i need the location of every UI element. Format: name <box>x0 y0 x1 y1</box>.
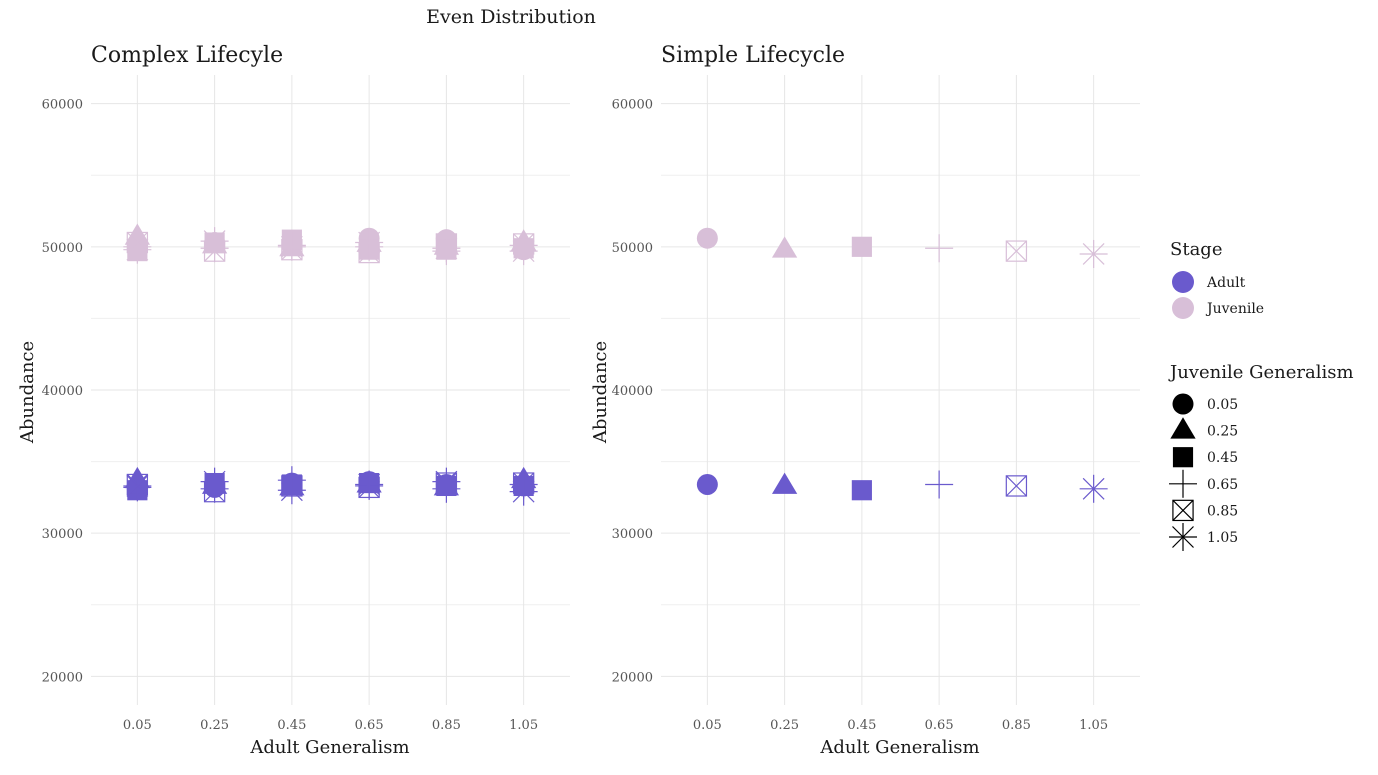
panel-title: Simple Lifecycle <box>661 43 845 68</box>
x-tick-label: 0.85 <box>1002 718 1031 733</box>
data-points <box>123 223 538 506</box>
legend-title: Stage <box>1170 239 1222 260</box>
x-tick-label: 0.25 <box>770 718 799 733</box>
x-tick-label: 0.85 <box>432 718 461 733</box>
x-tick-labels: 0.05 0.25 0.45 0.65 0.85 1.05 <box>123 718 538 733</box>
gridlines <box>661 75 1140 705</box>
x-tick-labels: 0.05 0.25 0.45 0.65 0.85 1.05 <box>693 718 1108 733</box>
x-tick-label: 1.05 <box>509 718 538 733</box>
legend-shape-circle <box>1172 393 1194 415</box>
point-juvenile-triangle <box>771 236 798 258</box>
legend-label: Adult <box>1206 275 1246 291</box>
point-juvenile-asterisk <box>509 237 538 266</box>
legend-label: 0.05 <box>1207 397 1238 413</box>
point-juvenile-plus <box>925 234 954 263</box>
legend-item-triangle: 0.25 <box>1170 417 1238 440</box>
point-juvenile-square <box>851 236 872 257</box>
panel-title: Complex Lifecyle <box>91 43 283 68</box>
legend-juvenile-generalism: Juvenile Generalism 0.05 0.25 0.45 0.65 0.85… <box>1168 362 1354 551</box>
point-adult-square <box>851 480 872 501</box>
point-adult-asterisk <box>432 467 461 496</box>
legend-label: 0.25 <box>1207 424 1238 440</box>
point-adult-asterisk <box>355 470 384 499</box>
legend-shape-triangle <box>1170 417 1196 439</box>
legend-title: Juvenile Generalism <box>1168 362 1354 383</box>
point-adult-circle <box>696 474 718 495</box>
point-adult-asterisk <box>200 467 229 496</box>
legend-item-plus: 0.65 <box>1169 469 1238 498</box>
legend-swatch <box>1172 297 1194 319</box>
y-tick-label: 60000 <box>42 98 83 113</box>
legend-shape-square <box>1172 447 1194 468</box>
point-adult-asterisk <box>509 477 538 506</box>
point-adult-triangle <box>771 472 798 494</box>
legend-item-juvenile: Juvenile <box>1172 297 1264 319</box>
point-adult-boxx <box>1005 475 1028 497</box>
x-tick-label: 0.05 <box>123 718 152 733</box>
y-tick-labels: 20000 30000 40000 50000 60000 <box>612 98 653 686</box>
legend-stage: Stage Adult Juvenile <box>1170 239 1264 319</box>
y-tick-label: 30000 <box>612 527 653 542</box>
legend-label: 0.85 <box>1207 503 1238 519</box>
panel-complex-lifecycle: Complex Lifecyle 20000 30000 40000 50000 600… <box>17 43 570 758</box>
point-juvenile-asterisk <box>355 228 384 257</box>
point-juvenile-asterisk <box>1079 239 1108 268</box>
point-adult-asterisk <box>277 476 306 505</box>
panel-simple-lifecycle: Simple Lifecycle 20000 30000 40000 50000 600… <box>590 43 1140 758</box>
y-tick-label: 50000 <box>612 241 653 256</box>
legend-item-adult: Adult <box>1172 271 1246 293</box>
x-tick-label: 0.25 <box>200 718 229 733</box>
y-tick-label: 30000 <box>42 527 83 542</box>
point-juvenile-circle <box>696 227 718 249</box>
y-axis-label: Abundance <box>590 341 611 444</box>
x-tick-label: 0.45 <box>847 718 876 733</box>
point-juvenile-asterisk <box>200 227 229 256</box>
legend-item-square: 0.45 <box>1172 447 1238 468</box>
legend-label: 0.65 <box>1207 477 1238 493</box>
point-juvenile-boxx <box>1005 240 1028 262</box>
legend-shape-asterisk <box>1169 523 1197 551</box>
data-points <box>696 227 1108 503</box>
legend-item-boxx: 0.85 <box>1172 499 1238 522</box>
point-juvenile-asterisk <box>123 235 152 264</box>
y-tick-label: 20000 <box>42 670 83 685</box>
legend-shape-plus <box>1169 469 1197 498</box>
y-axis-label: Abundance <box>17 341 38 444</box>
legend-item-circle: 0.05 <box>1172 393 1238 415</box>
x-tick-label: 0.65 <box>355 718 384 733</box>
y-tick-label: 40000 <box>612 384 653 399</box>
point-adult-asterisk <box>123 471 152 500</box>
y-tick-label: 40000 <box>42 384 83 399</box>
y-tick-label: 50000 <box>42 241 83 256</box>
x-tick-label: 0.65 <box>925 718 954 733</box>
legend-swatch <box>1172 271 1194 293</box>
gridlines <box>91 75 570 705</box>
point-adult-plus <box>925 470 954 499</box>
figure-title: Even Distribution <box>426 6 596 28</box>
y-tick-label: 20000 <box>612 670 653 685</box>
legend-label: 0.45 <box>1207 450 1238 466</box>
point-juvenile-asterisk <box>432 234 461 263</box>
x-tick-label: 0.05 <box>693 718 722 733</box>
legend-label: 1.05 <box>1207 530 1238 546</box>
y-tick-label: 60000 <box>612 98 653 113</box>
x-tick-label: 1.05 <box>1079 718 1108 733</box>
y-tick-labels: 20000 30000 40000 50000 60000 <box>42 98 83 686</box>
legend-label: Juvenile <box>1205 301 1264 317</box>
point-adult-asterisk <box>1079 474 1108 503</box>
point-juvenile-asterisk <box>277 232 306 261</box>
x-axis-label: Adult Generalism <box>249 737 409 758</box>
legend-item-asterisk: 1.05 <box>1169 523 1238 551</box>
legend-shape-boxx <box>1172 499 1194 522</box>
x-axis-label: Adult Generalism <box>819 737 979 758</box>
x-tick-label: 0.45 <box>277 718 306 733</box>
